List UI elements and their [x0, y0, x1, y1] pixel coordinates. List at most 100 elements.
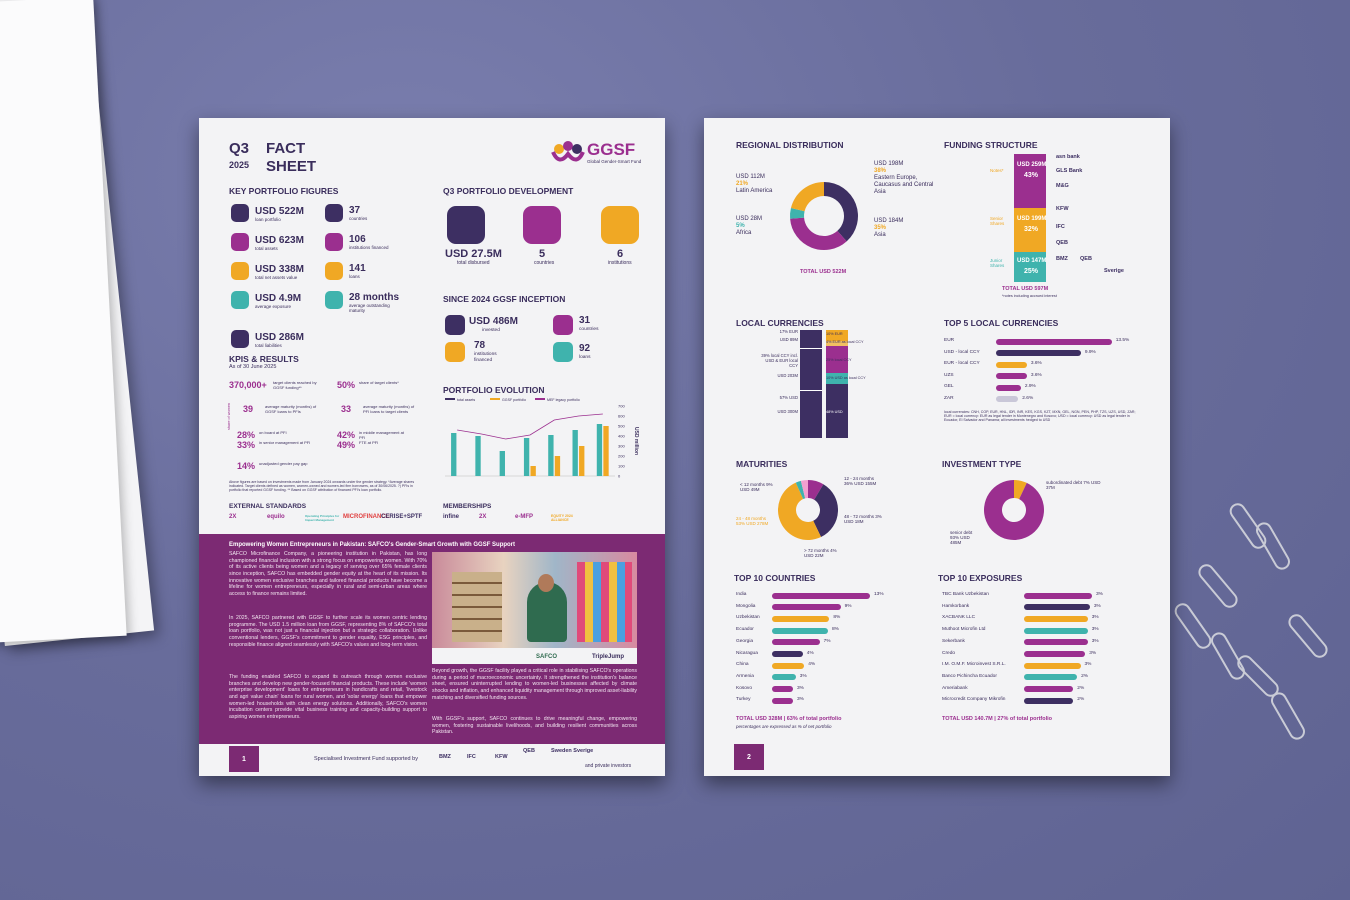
maturity-48-72: 48 - 72 months 3% USD 18M [844, 514, 882, 525]
bar-value-label: 3% [797, 685, 804, 691]
mef-bar [475, 436, 481, 476]
bar-label: Muthoot Microfin Ltd [942, 627, 986, 633]
y-tick-label: 700 [618, 404, 625, 409]
funding-junior-label: Junior Shares [990, 258, 1005, 269]
bar-label: Ameriabank [942, 685, 968, 691]
since-countries-value: 31 [579, 315, 591, 326]
y-tick-label: 600 [618, 414, 625, 419]
money-icon [445, 315, 465, 335]
key-figure-label: average outstanding maturity [349, 303, 390, 314]
bar-value-label: 3% [1091, 638, 1099, 644]
bar-label: USD - local CCY [944, 349, 980, 355]
key-figures-heading: KEY PORTFOLIO FIGURES [229, 186, 339, 196]
local-right-label: 48% USD [826, 410, 843, 414]
bar-label: XACBANK LLC [942, 615, 976, 621]
exposures-total: TOTAL USD 140.7M | 27% of total portfoli… [942, 716, 1053, 722]
key-figure-icon [231, 262, 249, 280]
maturities-donut-chart [778, 480, 838, 540]
key-figure-icon [325, 233, 343, 251]
footer-logo: IFC [467, 754, 476, 760]
legend-label: total assets [457, 398, 475, 402]
local-right-label: 25% local CCY [826, 358, 852, 362]
funder-logo: asn bank [1056, 154, 1080, 160]
kpi-value: 49% [337, 440, 356, 450]
external-standard-logo: equilo [267, 514, 285, 520]
local-right-label: 10% USD as local CCY [826, 376, 866, 380]
key-figure-value: USD 623M [255, 235, 304, 246]
region-africa: USD 28M 5% Africa [736, 216, 786, 237]
bar-label: Hamkorbank [942, 603, 970, 609]
region-europe: USD 198M 38% Eastern Europe, Caucasus an… [874, 161, 934, 195]
y-axis-label: USD million [633, 427, 639, 455]
regional-slice [790, 182, 824, 212]
country-bar [772, 639, 820, 646]
local-currencies-heading: LOCAL CURRENCIES [736, 318, 824, 328]
legend-label: MEF legacy portfolio [547, 398, 580, 402]
top10-countries-heading: TOP 10 COUNTRIES [734, 573, 816, 583]
maturity-slice [778, 482, 822, 540]
key-figure-value: USD 4.9M [255, 293, 302, 304]
story-paragraph-5: With GGSF's support, SAFCO continues to … [432, 716, 637, 736]
bar-label: GEL [944, 384, 954, 389]
region-asia-amount: USD 184M [874, 218, 904, 224]
funding-junior-amount: USD 147M [1017, 258, 1047, 264]
region-africa-pct: 5% [736, 222, 745, 229]
since-institutions-label: institutions financed [474, 352, 497, 363]
total-assets-line [457, 413, 603, 440]
ggsf-bar [530, 466, 536, 476]
currency-bar [996, 384, 1021, 391]
case-story: Empowering Women Entrepreneurs in Pakist… [199, 534, 665, 744]
portfolio-evolution-chart: total assets GGSF portfolio MEF legacy por… [445, 398, 639, 479]
country-bar [772, 651, 803, 657]
since-invested-label: invested [482, 328, 500, 333]
key-figure-label: total liabilities [255, 343, 282, 348]
currency-bar [996, 350, 1081, 356]
funding-senior-pct: 32% [1024, 226, 1039, 233]
y-tick-label: 100 [618, 464, 625, 469]
funding-notes-amount: USD 259M [1017, 162, 1047, 168]
footer-logo: Sweden Sverige [551, 748, 594, 754]
brand-subtitle: Global Gender-Smart Fund [587, 159, 642, 164]
bar-value-label: 3% [1096, 592, 1103, 597]
region-asia-name: Asia [874, 231, 886, 238]
bar-value-label: 13% [874, 592, 884, 597]
bar-label: Mongolia [736, 603, 756, 609]
mef-bar [451, 433, 457, 476]
since-heading: SINCE 2024 GGSF INCEPTION [443, 294, 566, 304]
top10-exposures-heading: TOP 10 EXPOSURES [938, 573, 1023, 583]
kpi-label: unadjusted gender pay gap [259, 461, 308, 466]
local-left-label: USD 300M [777, 409, 798, 414]
y-tick-label: 300 [618, 444, 625, 449]
country-bar [772, 604, 841, 611]
story-paragraph-1: SAFCO Microfinance Company, a pioneering… [229, 551, 427, 597]
legend-swatch [445, 398, 455, 400]
footer-supported-by: Specialised Investment Fund supported by [314, 756, 418, 762]
region-europe-name: Eastern Europe, Caucasus and Central Asi… [874, 174, 934, 195]
bar-value-label: 3% [1089, 650, 1097, 656]
investment-type-heading: INVESTMENT TYPE [942, 459, 1022, 469]
bar-label: Armenia [736, 673, 754, 679]
funding-notes-label: Notes* [990, 168, 1004, 173]
mef-bar [548, 435, 554, 476]
bar-label: Ecuador [736, 627, 754, 633]
region-europe-pct: 38% [874, 167, 887, 174]
funder-logo: IFC [1056, 224, 1065, 230]
funding-junior-pct: 25% [1024, 268, 1039, 275]
map-flag-icon [523, 206, 561, 244]
ggsf-bar [579, 446, 585, 476]
exposure-bar [1024, 592, 1092, 599]
triplejump-logo: TripleJump [592, 654, 625, 660]
regional-slice [790, 217, 847, 250]
funder-logo: Sverige [1104, 268, 1124, 274]
funder-logo: QEB [1056, 240, 1068, 246]
y-tick-label: 0 [618, 474, 621, 479]
bar-value-label: 3% [1084, 662, 1092, 668]
country-bar [772, 615, 830, 622]
investment-subordinated: subordinated debt 7% USD 37M [1046, 480, 1101, 491]
funder-logo: KFW [1056, 206, 1069, 212]
bar-label: Uzbekistan [736, 615, 760, 621]
local-left-label: USD 203M [777, 373, 798, 378]
key-figure-value: 28 months [349, 292, 400, 303]
story-photo: SAFCO TripleJump [432, 552, 637, 664]
country-bar [772, 674, 796, 681]
